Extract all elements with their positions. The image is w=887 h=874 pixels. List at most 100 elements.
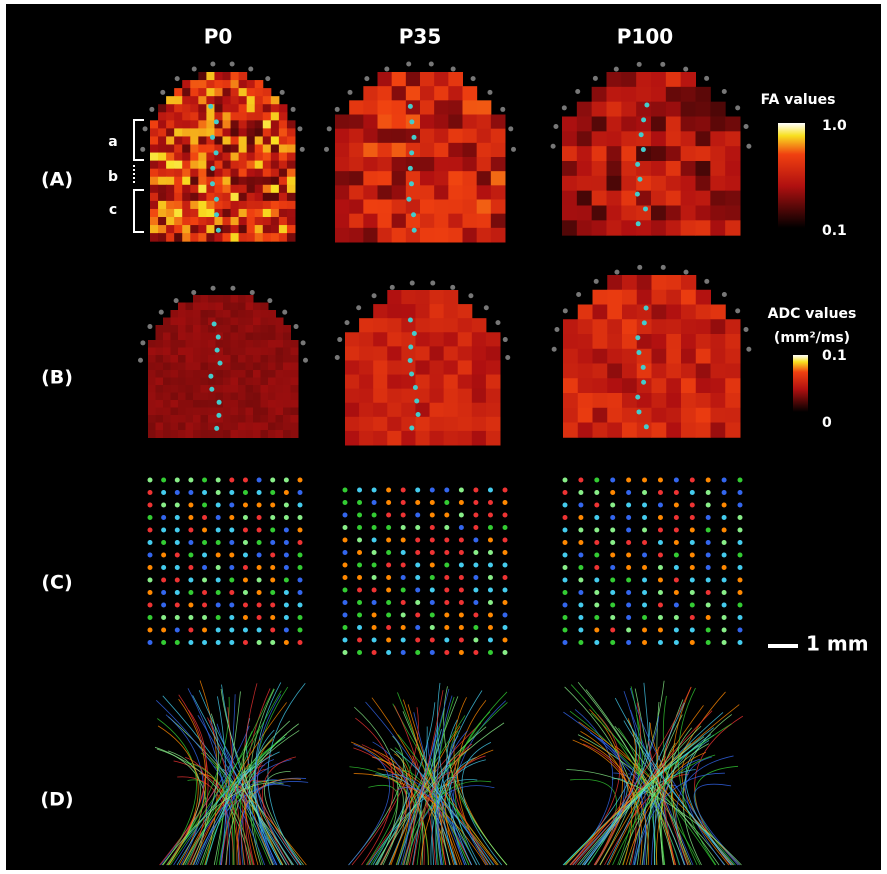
heatmap-cell [387,417,402,432]
glyph [563,578,568,583]
layer-dot [215,348,220,353]
heatmap-cell [223,225,232,234]
heatmap-cell [283,400,291,408]
heatmap-cell [182,80,191,89]
heatmap-cell [711,349,726,364]
heatmap-cell [223,415,231,423]
glyph [578,553,583,558]
glyph [706,565,711,570]
glyph [357,613,362,618]
heatmap-cell [239,185,248,194]
glyph [674,503,679,508]
heatmap-cell [261,303,269,311]
heatmap-cell [263,217,272,226]
heatmap-cell [444,389,459,404]
heatmap-cell [711,423,726,438]
heatmap-cell [268,333,276,341]
heatmap-cell [156,400,164,408]
glyph [430,550,435,555]
glyph [401,600,406,605]
glyph [674,528,679,533]
glyph [357,575,362,580]
heatmap-cell [238,310,246,318]
heatmap-cell [216,393,224,401]
heatmap-cell [261,408,269,416]
glyph [343,588,348,593]
heatmap-cell [156,408,164,416]
glyph [270,515,275,520]
heatmap-cell [349,228,364,243]
heatmap-cell [562,146,577,161]
heatmap-cell [174,177,183,186]
heatmap-cell [253,400,261,408]
heatmap-cell [271,185,280,194]
glyph [175,590,180,595]
glyph [690,628,695,633]
heatmap-cell [193,423,201,431]
heatmap-cell [434,86,449,101]
heatmap-cell [621,206,636,221]
heatmap-cell [434,157,449,172]
glyph [357,600,362,605]
heatmap-cell [696,393,711,408]
boundary-dot [267,298,272,303]
heatmap-cell [201,318,209,326]
glyph [188,565,193,570]
heatmap-cell [223,120,232,129]
glyph [188,490,193,495]
heatmap-cell [681,423,696,438]
heatmap-cell [420,72,435,87]
glyph [257,490,262,495]
heatmap-cell [415,417,430,432]
heatmap-cell [636,87,651,102]
layer-dot [412,228,417,233]
glyph [357,500,362,505]
heatmap-cell [373,318,388,333]
glyph [298,515,303,520]
heatmap-cell [651,72,666,87]
heatmap-cell [276,363,284,371]
glyph [372,488,377,493]
layer-dot [214,150,219,155]
heatmap-cell [174,120,183,129]
heatmap-cell [287,225,296,234]
heatmap-cell [186,310,194,318]
heatmap-cell [193,355,201,363]
heatmap-cell [263,161,272,170]
glyph [357,525,362,530]
heatmap-cell [201,363,209,371]
heatmap-cell [378,157,393,172]
heatmap-cell [458,332,473,347]
heatmap-cell [193,325,201,333]
glyph [216,490,221,495]
heatmap-cell [198,209,207,218]
colorbar-label: 0 [822,415,832,431]
heatmap-cell [186,408,194,416]
glyph [722,540,727,545]
heatmap-cell [430,417,445,432]
heatmap-cell [283,408,291,416]
glyph [216,540,221,545]
boundary-dot [704,279,709,284]
heatmap-cell [156,385,164,393]
glyph [578,578,583,583]
heatmap-cell [201,400,209,408]
boundary-dot [593,76,598,81]
glyph [386,613,391,618]
heatmap-cell [276,333,284,341]
glyph [488,575,493,580]
heatmap-cell [163,333,171,341]
heatmap-cell [593,393,608,408]
heatmap-cell [268,370,276,378]
heatmap-cell [231,80,240,89]
glyph [690,515,695,520]
glyph [229,553,234,558]
glyph [690,528,695,533]
layer-dot [644,424,649,429]
heatmap-cell [174,128,183,137]
heatmap-cell [148,415,156,423]
heatmap-cell [444,375,459,390]
glyph [738,615,743,620]
heatmap-cell [593,319,608,334]
heatmap-cell [430,431,445,446]
